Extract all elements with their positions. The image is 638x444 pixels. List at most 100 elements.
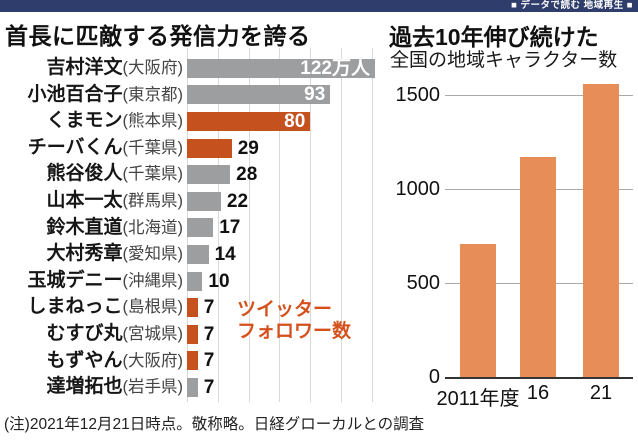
bar-value: 7 xyxy=(203,376,215,398)
row-name: 大村秀章 xyxy=(46,243,123,265)
row-region: (大阪府) xyxy=(122,59,184,77)
ytick-label: 1500 xyxy=(395,84,441,106)
footnote: (注)2021年12月21日時点。敬称略。日経グローカルとの調査 xyxy=(4,416,425,433)
row-region: (愛知県) xyxy=(122,245,184,264)
row-label: 玉城デニー(沖縄県) xyxy=(0,268,183,296)
row-name: チーバくん xyxy=(27,136,123,158)
xtick-label: 21 xyxy=(589,382,613,404)
followers-bar-chart: 吉村洋文(大阪府) 122万人 小池百合子(東京都) 93 くまモン(熊本県) 80 チーバ… xyxy=(0,48,382,402)
bar-governor: 122万人 xyxy=(187,57,375,79)
bar-row: 鈴木直道(北海道) 17 xyxy=(0,215,382,242)
row-label: チーバくん(千葉県) xyxy=(0,135,183,163)
gridline-vertical xyxy=(217,48,219,402)
bar-row: 吉村洋文(大阪府) 122万人 xyxy=(0,55,382,82)
bar-value: 22 xyxy=(226,190,249,212)
bar-character xyxy=(187,324,198,344)
bar-character xyxy=(187,298,198,318)
row-label: 熊谷俊人(千葉県) xyxy=(0,161,183,189)
bar-character xyxy=(187,138,232,158)
gridline-vertical xyxy=(371,48,373,402)
row-region: (東京都) xyxy=(122,85,184,104)
bar-value: 7 xyxy=(203,323,215,345)
gridline-vertical xyxy=(248,48,250,402)
bar-governor xyxy=(187,244,209,264)
ytick-label: 0 xyxy=(428,366,440,388)
row-name: 山本一太 xyxy=(46,190,123,211)
row-name: 吉村洋文 xyxy=(46,57,123,78)
legend-twitter-followers: ツイッター フォロワー数 xyxy=(237,299,351,343)
ytick-label: 1000 xyxy=(395,178,441,200)
bar-value: 93 xyxy=(304,84,326,106)
row-name: 鈴木直道 xyxy=(46,216,123,238)
bar-governor xyxy=(187,165,231,185)
bar-value: 29 xyxy=(237,137,259,159)
legend-line-2: フォロワー数 xyxy=(237,321,352,342)
row-region: (千葉県) xyxy=(122,138,184,157)
bar-value: 17 xyxy=(219,217,241,239)
right-chart-title: 過去10年伸び続けた xyxy=(389,24,599,50)
ytick-label: 500 xyxy=(406,272,440,294)
character-count-column-chart xyxy=(445,80,633,379)
bar-row: もずやん(大阪府) 7 xyxy=(0,348,382,375)
bar-row: 熊谷俊人(千葉県) 28 xyxy=(0,161,382,188)
bar-row: 達増拓也(岩手県) 7 xyxy=(0,374,382,401)
bar-row: 小池百合子(東京都) 93 xyxy=(0,82,382,109)
row-label: しまねっこ(島根県) xyxy=(0,294,183,322)
row-name: くまモン xyxy=(46,110,123,132)
bar-value: 28 xyxy=(236,164,258,186)
bar-value: 14 xyxy=(214,243,236,265)
row-label: くまモン(熊本県) xyxy=(0,108,183,136)
row-region: (宮城県) xyxy=(122,325,184,343)
row-label: もずやん(大阪府) xyxy=(0,348,183,376)
gridline-vertical xyxy=(279,48,281,402)
left-chart-title: 首長に匹敵する発信力を誇る xyxy=(5,23,311,49)
bar-value: 80 xyxy=(284,110,306,132)
bar-character: 80 xyxy=(187,110,311,132)
row-region: (千葉県) xyxy=(122,165,184,184)
bar-row: 大村秀章(愛知県) 14 xyxy=(0,241,382,268)
xtick-label: 2011年度 xyxy=(436,388,520,410)
row-region: (沖縄県) xyxy=(122,271,184,290)
gridline-vertical xyxy=(341,48,343,402)
bar-governor xyxy=(187,218,214,238)
bar-row: 玉城デニー(沖縄県) 10 xyxy=(0,268,382,295)
row-region: (島根県) xyxy=(122,298,184,317)
column-bar xyxy=(460,243,496,377)
bar-value: 10 xyxy=(208,270,230,292)
row-name: 達増拓也 xyxy=(46,376,123,398)
row-label: 小池百合子(東京都) xyxy=(0,82,183,110)
row-label: 山本一太(群馬県) xyxy=(0,188,183,216)
row-label: 達増拓也(岩手県) xyxy=(0,374,183,402)
column-bar xyxy=(520,157,556,377)
x-axis-line xyxy=(445,377,633,379)
header-bar: ■ データで読む 地域再生 ■ xyxy=(0,0,638,12)
bar-governor xyxy=(187,191,221,211)
row-name: しまねっこ xyxy=(27,296,123,318)
bar-character xyxy=(187,351,198,371)
bar-governor: 93 xyxy=(187,84,331,106)
row-label: 吉村洋文(大阪府) xyxy=(0,55,183,83)
row-label: 大村秀章(愛知県) xyxy=(0,241,183,269)
bar-row: むすび丸(宮城県) 7 xyxy=(0,321,382,348)
row-label: むすび丸(宮城県) xyxy=(0,321,183,349)
bar-row: くまモン(熊本県) 80 xyxy=(0,108,382,135)
right-chart-subtitle: 全国の地域キャラクター数 xyxy=(390,50,618,71)
row-name: 玉城デニー xyxy=(27,269,123,291)
row-name: 小池百合子 xyxy=(27,83,123,105)
row-region: (群馬県) xyxy=(122,192,184,210)
row-name: 熊谷俊人 xyxy=(46,163,123,185)
row-region: (北海道) xyxy=(122,218,184,237)
series-badge: ■ データで読む 地域再生 ■ xyxy=(511,0,633,11)
row-region: (岩手県) xyxy=(122,378,184,397)
row-label: 鈴木直道(北海道) xyxy=(0,215,183,243)
column-bar xyxy=(583,83,619,377)
bar-governor xyxy=(187,377,198,397)
row-name: もずやん xyxy=(46,349,123,371)
legend-line-1: ツイッター xyxy=(237,299,333,320)
bar-value: 7 xyxy=(203,297,215,319)
gridline-vertical xyxy=(310,48,312,402)
row-name: むすび丸 xyxy=(46,323,123,344)
row-region: (大阪府) xyxy=(122,351,184,370)
bar-value: 122万人 xyxy=(300,57,370,79)
